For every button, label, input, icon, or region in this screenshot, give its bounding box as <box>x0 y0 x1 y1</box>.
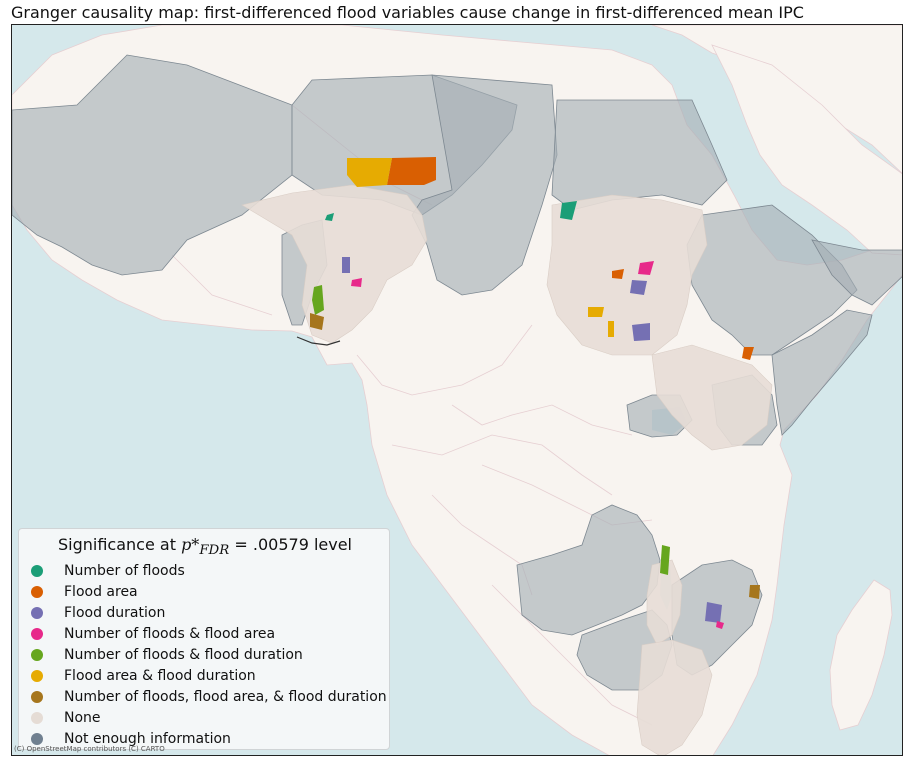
legend-item: Number of floods & flood area <box>31 624 275 644</box>
legend-marker-icon <box>31 733 43 745</box>
legend-marker-icon <box>31 649 43 661</box>
region-number-of-floods-flood-area[interactable] <box>716 621 724 629</box>
legend-label: Flood area <box>64 584 138 600</box>
legend-label: Number of floods <box>64 563 185 579</box>
legend-label: Flood area & flood duration <box>64 668 256 684</box>
region-number-of-floods-flood-area[interactable] <box>351 278 362 287</box>
region-all-three-variables[interactable] <box>749 585 760 599</box>
region-flood-duration[interactable] <box>630 280 647 295</box>
legend-label: None <box>64 710 101 726</box>
boundary-line <box>451 404 633 436</box>
region-flood-duration[interactable] <box>705 602 722 623</box>
legend-label: Flood duration <box>64 605 166 621</box>
legend-item: Not enough information <box>31 729 231 749</box>
region-flood-area[interactable] <box>612 269 624 279</box>
region-number-of-floods-flood-area[interactable] <box>638 261 654 275</box>
map-title: Granger causality map: first-differenced… <box>11 3 804 22</box>
significant-regions[interactable] <box>310 157 760 629</box>
region-nigeria-none[interactable] <box>241 184 428 344</box>
legend-marker-icon <box>31 586 43 598</box>
region-number-of-floods-flood-duration[interactable] <box>660 545 670 575</box>
legend-item: Number of floods <box>31 561 185 581</box>
legend-title-prefix: Significance at <box>58 535 182 554</box>
region-uganda-kenya-none[interactable] <box>651 344 773 451</box>
legend-marker-icon <box>31 628 43 640</box>
region-number-of-floods[interactable] <box>560 201 577 220</box>
region-west-sahel[interactable] <box>12 54 293 276</box>
legend-label: Number of floods, flood area, & flood du… <box>64 689 387 705</box>
region-mozambique-south-none[interactable] <box>636 639 713 756</box>
boundary-line <box>391 434 613 496</box>
madagascar-land <box>829 579 893 731</box>
region-south-sudan-none[interactable] <box>546 194 708 356</box>
legend-label: Not enough information <box>64 731 231 747</box>
legend-label: Number of floods & flood duration <box>64 647 303 663</box>
arabia-land <box>711 44 902 256</box>
legend-marker-icon <box>31 607 43 619</box>
boundary-line <box>491 584 653 726</box>
red-sea <box>684 55 772 243</box>
map-attribution: (C) OpenStreetMap contributors (C) CARTO <box>14 745 165 753</box>
legend-title-value: = .00579 level <box>234 535 352 554</box>
legend-item: Number of floods, flood area, & flood du… <box>31 687 387 707</box>
region-flood-area[interactable] <box>387 157 436 185</box>
region-flood-duration[interactable] <box>632 323 650 341</box>
legend-marker-icon <box>31 712 43 724</box>
boundary-line <box>171 254 273 316</box>
legend-marker-icon <box>31 691 43 703</box>
region-number-of-floods[interactable] <box>325 213 334 221</box>
legend-item: None <box>31 708 101 728</box>
region-horn[interactable] <box>811 239 903 306</box>
coastline-detail <box>296 336 341 346</box>
region-flood-area-duration[interactable] <box>588 307 604 317</box>
region-flood-duration[interactable] <box>342 257 350 273</box>
legend-marker-icon <box>31 670 43 682</box>
legend-item: Flood area <box>31 582 138 602</box>
none-regions[interactable] <box>241 184 773 756</box>
region-all-three-variables[interactable] <box>310 313 324 330</box>
legend-title: Significance at p*FDR = .00579 level <box>19 535 391 558</box>
region-flood-area-duration[interactable] <box>608 321 614 337</box>
region-flood-area[interactable] <box>742 347 754 360</box>
map-legend: Significance at p*FDR = .00579 level Num… <box>18 528 390 750</box>
region-sudan-north[interactable] <box>551 99 728 211</box>
legend-title-symbol: p* <box>181 535 200 554</box>
legend-item: Flood area & flood duration <box>31 666 256 686</box>
legend-title-subscript: FDR <box>199 543 230 559</box>
region-number-of-floods-flood-duration[interactable] <box>312 285 324 315</box>
region-malawi-none[interactable] <box>646 559 683 646</box>
region-flood-area-duration[interactable] <box>347 158 392 187</box>
boundary-line <box>356 324 533 396</box>
legend-item: Flood duration <box>31 603 165 623</box>
legend-marker-icon <box>31 565 43 577</box>
region-somalia[interactable] <box>771 309 873 436</box>
legend-label: Number of floods & flood area <box>64 626 276 642</box>
legend-item: Number of floods & flood duration <box>31 645 303 665</box>
